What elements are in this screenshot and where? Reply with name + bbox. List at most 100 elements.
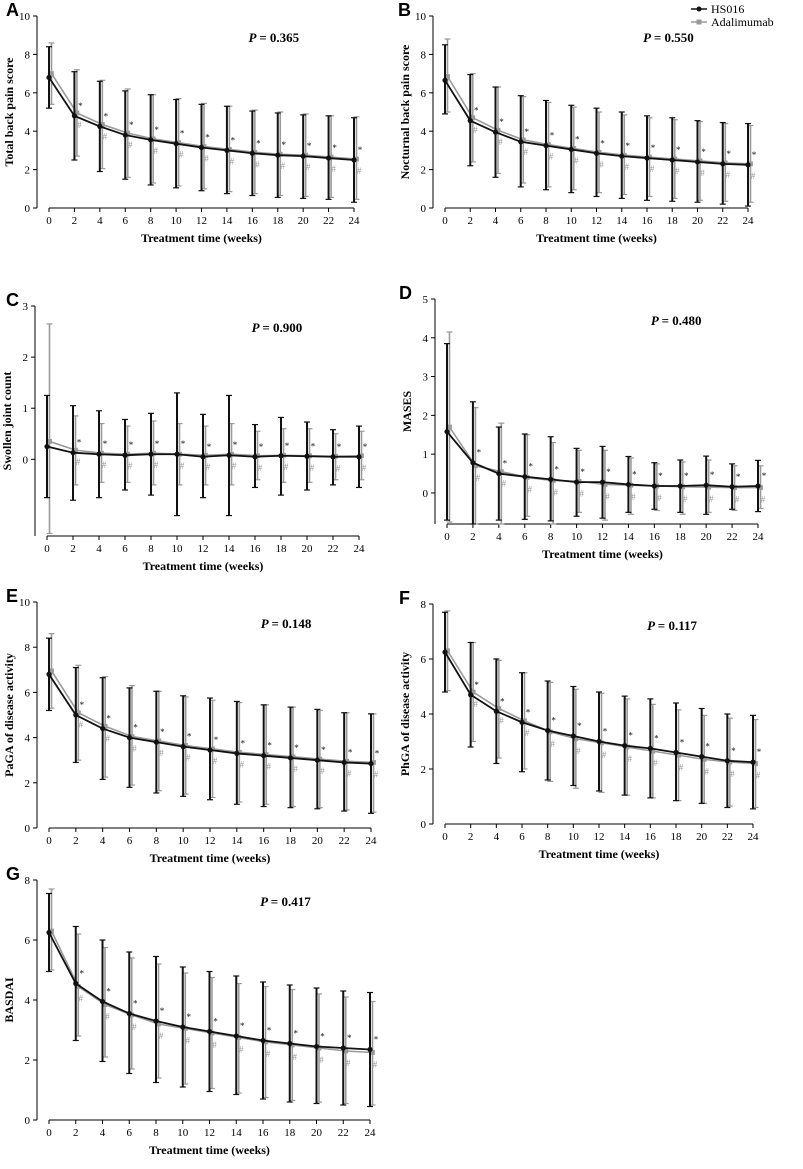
significance-star: *: [363, 442, 368, 452]
x-tick-label: 4: [100, 835, 106, 847]
significance-star: *: [256, 138, 261, 148]
significance-star: *: [762, 471, 767, 481]
significance-hash: #: [230, 156, 235, 166]
legend: HS016 Adalimumab: [691, 2, 774, 29]
y-tick-label: 8: [25, 49, 31, 61]
x-tick-label: 18: [272, 215, 284, 227]
data-point: [300, 153, 306, 159]
x-tick-label: 2: [73, 835, 79, 847]
x-axis-label: Treatment time (weeks): [141, 231, 262, 245]
significance-star: *: [213, 1017, 218, 1027]
data-point: [49, 668, 54, 674]
y-axis-label: Swollen joint count: [0, 372, 14, 471]
x-tick-label: 18: [285, 835, 297, 847]
y-tick-label: 0: [421, 203, 427, 215]
significance-star: *: [499, 117, 504, 127]
data-point: [203, 452, 208, 458]
data-point: [548, 476, 554, 482]
series-hs016: * * * * * * * * * * * *: [46, 46, 363, 203]
data-point: [647, 745, 653, 751]
data-point: [571, 146, 577, 151]
p-value-symbol: P: [261, 616, 272, 631]
x-tick-label: 22: [328, 543, 339, 555]
significance-hash: #: [599, 159, 604, 169]
y-tick-label: 2: [421, 165, 427, 177]
x-tick-label: 22: [339, 835, 350, 847]
x-tick-label: 16: [258, 835, 270, 847]
series-adalimumab: # # # # # # # # # # # #: [48, 888, 378, 1106]
x-tick-label: 10: [571, 531, 583, 543]
significance-hash: #: [159, 748, 164, 758]
data-point: [174, 451, 180, 457]
data-point: [753, 761, 758, 766]
x-tick-label: 0: [44, 543, 50, 555]
x-tick-label: 20: [692, 215, 704, 227]
panel-letter: C: [6, 290, 19, 310]
data-point: [570, 733, 576, 739]
data-point: [249, 150, 255, 156]
x-tick-label: 24: [748, 831, 760, 843]
x-tick-label: 2: [470, 531, 476, 543]
data-point: [226, 452, 232, 458]
y-tick-label: 2: [25, 165, 31, 177]
x-tick-label: 14: [231, 1127, 243, 1139]
significance-hash: #: [79, 720, 84, 730]
x-tick-label: 6: [127, 1127, 133, 1139]
y-tick-label: 2: [25, 778, 31, 790]
panel-letter: E: [6, 586, 18, 606]
data-point: [74, 110, 80, 116]
x-tick-label: 8: [543, 215, 549, 227]
p-value: P = 0.550: [643, 30, 694, 45]
x-axis-label: Treatment time (weeks): [143, 559, 264, 573]
significance-star: *: [526, 707, 531, 717]
significance-hash: #: [756, 771, 761, 781]
p-value-symbol: P: [249, 30, 260, 45]
data-point: [207, 747, 213, 753]
data-point: [47, 439, 52, 444]
p-value: P = 0.365: [249, 30, 300, 45]
significance-hash: #: [476, 473, 481, 483]
y-tick-label: 0: [25, 203, 31, 215]
series-hs016: * * * * * * * * * * * *: [46, 637, 380, 814]
x-tick-label: 2: [73, 1127, 79, 1139]
significance-star: *: [307, 141, 312, 151]
x-tick-label: 8: [148, 215, 154, 227]
panel-letter: D: [399, 283, 412, 303]
y-tick-label: 4: [25, 995, 31, 1007]
y-tick-label: 2: [423, 410, 429, 422]
x-tick-label: 2: [72, 215, 78, 227]
data-point: [371, 760, 376, 765]
data-point: [442, 649, 448, 655]
data-point: [227, 147, 232, 152]
data-point: [599, 479, 606, 485]
data-point: [522, 718, 527, 724]
data-point: [75, 984, 81, 989]
x-tick-label: 12: [594, 831, 605, 843]
x-tick-label: 18: [284, 1127, 296, 1139]
data-point: [99, 122, 105, 127]
x-tick-label: 20: [298, 215, 310, 227]
significance-star: *: [77, 438, 82, 448]
data-point: [699, 754, 705, 760]
data-point: [470, 689, 476, 695]
significance-hash: #: [159, 1031, 164, 1041]
significance-star: *: [240, 1021, 245, 1031]
significance-star: *: [282, 140, 287, 150]
data-point: [99, 450, 104, 456]
significance-hash: #: [213, 756, 218, 766]
data-point: [129, 734, 135, 739]
data-point: [153, 1018, 159, 1024]
significance-star: *: [651, 143, 656, 153]
x-tick-label: 2: [468, 215, 474, 227]
significance-star: *: [103, 439, 108, 449]
data-point: [444, 429, 450, 435]
significance-star: *: [311, 441, 316, 451]
data-point: [200, 454, 206, 460]
significance-hash: #: [154, 460, 159, 470]
x-tick-label: 12: [591, 215, 602, 227]
data-point: [234, 750, 240, 757]
data-point: [126, 1010, 132, 1017]
data-point: [722, 160, 728, 166]
data-point: [669, 157, 675, 163]
data-point: [49, 928, 54, 934]
